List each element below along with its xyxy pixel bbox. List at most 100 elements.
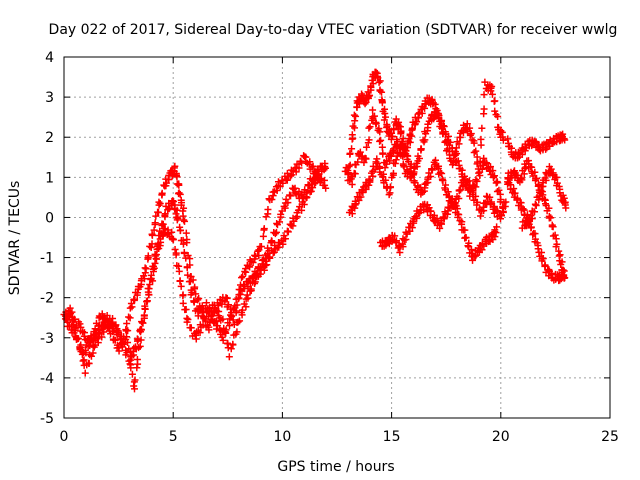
data-point [283, 176, 291, 184]
data-point [150, 226, 158, 234]
data-point [147, 271, 155, 279]
data-point [458, 166, 466, 174]
data-point [344, 169, 352, 177]
data-point [487, 87, 495, 95]
data-point [92, 334, 100, 342]
data-point [122, 327, 130, 335]
data-point [451, 151, 459, 159]
data-point [139, 319, 147, 327]
data-point [159, 220, 167, 228]
data-point [478, 165, 486, 173]
series-track-6 [345, 141, 510, 223]
data-point [302, 153, 310, 161]
data-point [391, 160, 399, 168]
data-point [268, 237, 276, 245]
data-point [100, 328, 108, 336]
data-point [219, 336, 227, 344]
data-point [85, 360, 93, 368]
data-point [348, 131, 356, 139]
data-point [74, 335, 82, 343]
data-point [79, 357, 87, 365]
data-point [265, 247, 273, 255]
data-point [371, 112, 378, 120]
data-point [290, 185, 298, 193]
data-point [289, 222, 297, 230]
data-point [462, 234, 470, 242]
data-point [148, 231, 156, 239]
data-point [181, 217, 189, 225]
data-point [182, 306, 190, 314]
data-point [491, 107, 499, 115]
data-point [427, 173, 435, 181]
data-point [238, 274, 246, 282]
y-tick-label: 1 [45, 170, 54, 186]
y-tick-label: -4 [40, 371, 54, 387]
data-point [190, 298, 198, 306]
data-point [268, 195, 276, 203]
data-point [214, 301, 222, 309]
data-point [145, 285, 153, 293]
data-point [274, 178, 282, 186]
data-point [346, 149, 354, 157]
data-point [470, 148, 478, 156]
data-point [192, 335, 200, 343]
data-point [242, 303, 250, 311]
series-track-11 [518, 163, 570, 232]
data-point [380, 170, 388, 178]
data-point [165, 176, 173, 184]
data-point [413, 118, 421, 126]
data-point [477, 135, 485, 143]
data-point [357, 193, 365, 201]
data-point [221, 298, 229, 306]
data-point [494, 112, 502, 120]
data-point [365, 136, 373, 144]
data-point [316, 178, 324, 186]
data-point [71, 315, 79, 323]
data-point [155, 198, 163, 206]
data-point [176, 227, 184, 235]
data-point [541, 262, 549, 270]
data-point [309, 162, 317, 170]
data-point [559, 130, 567, 138]
data-point [407, 160, 415, 168]
data-point [162, 179, 170, 187]
data-point [392, 237, 400, 245]
data-point [408, 132, 416, 140]
data-point [455, 211, 463, 219]
y-tick-label: -3 [40, 331, 54, 347]
data-point [365, 124, 373, 132]
data-point [98, 333, 106, 341]
data-point [455, 194, 463, 202]
data-point [528, 215, 536, 223]
data-point [434, 110, 442, 118]
data-point [478, 124, 486, 132]
data-point [549, 223, 557, 231]
data-point [376, 128, 384, 136]
data-point [413, 163, 421, 171]
data-point [444, 188, 452, 196]
data-point [260, 266, 268, 274]
data-point [272, 228, 280, 236]
data-point [89, 349, 97, 357]
data-point [182, 229, 190, 237]
data-point [131, 376, 139, 384]
data-point [227, 305, 235, 313]
data-point [127, 364, 135, 372]
data-point [287, 172, 295, 180]
data-point [275, 243, 283, 251]
data-point [217, 327, 225, 335]
data-point [508, 144, 516, 152]
data-point [448, 195, 456, 203]
data-point [151, 252, 159, 260]
data-point [472, 183, 480, 191]
data-point [556, 185, 564, 193]
data-point [233, 301, 241, 309]
data-point [249, 275, 257, 283]
data-point [143, 298, 151, 306]
data-point [293, 212, 301, 220]
data-point [424, 124, 432, 132]
data-point [458, 218, 466, 226]
data-point [186, 261, 194, 269]
data-point [291, 184, 299, 192]
data-point [306, 158, 314, 166]
